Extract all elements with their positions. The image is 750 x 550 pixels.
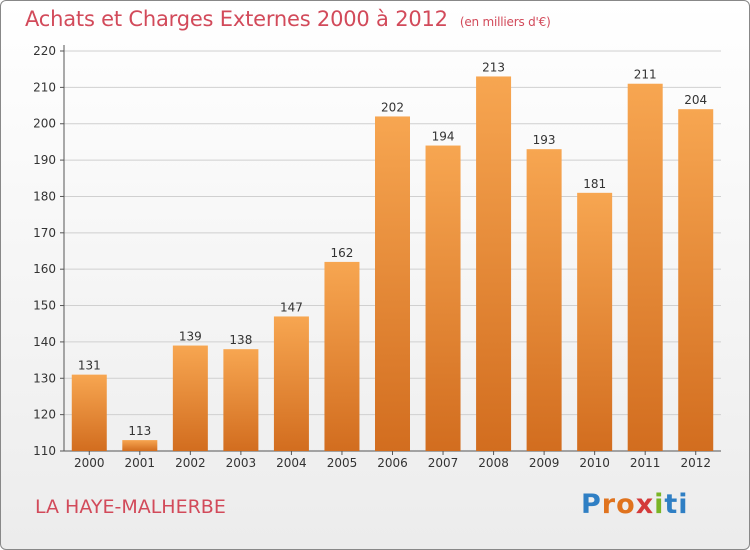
bar-value-label: 193 — [533, 133, 556, 147]
y-tick-label: 220 — [33, 44, 56, 58]
bar — [273, 316, 309, 451]
x-tick-label: 2009 — [529, 456, 560, 470]
bar — [122, 440, 158, 451]
y-tick-label: 210 — [33, 80, 56, 94]
bar — [324, 261, 360, 451]
x-tick-label: 2001 — [125, 456, 156, 470]
y-tick-label: 190 — [33, 153, 56, 167]
x-tick-label: 2000 — [74, 456, 105, 470]
y-tick-label: 150 — [33, 299, 56, 313]
y-tick-label: 140 — [33, 335, 56, 349]
logo-letter: x — [635, 489, 655, 520]
y-tick-label: 200 — [33, 117, 56, 131]
logo-letter: i — [654, 489, 665, 520]
proxiti-logo: Proxiti — [581, 489, 689, 520]
y-tick-label: 130 — [33, 371, 56, 385]
bar — [71, 374, 107, 451]
logo-letter: ti — [664, 489, 689, 520]
bar — [425, 145, 461, 451]
x-tick-label: 2010 — [579, 456, 610, 470]
bar-value-label: 204 — [684, 93, 707, 107]
bar-value-label: 194 — [432, 130, 455, 144]
x-tick-label: 2011 — [630, 456, 661, 470]
unit-label: (en milliers d'€) — [459, 15, 551, 29]
y-tick-label: 170 — [33, 226, 56, 240]
bar-value-label: 202 — [381, 100, 404, 114]
bar-value-label: 181 — [583, 177, 606, 191]
bar-value-label: 138 — [229, 333, 252, 347]
title-text: Achats et Charges Externes 2000 à 2012 — [25, 7, 448, 31]
bar-value-label: 213 — [482, 60, 505, 74]
bars — [71, 76, 714, 452]
bar — [476, 76, 512, 452]
bar — [678, 109, 714, 451]
y-tick-label: 120 — [33, 408, 56, 422]
logo-letter: o — [616, 489, 636, 520]
y-tick-label: 110 — [33, 444, 56, 458]
labels: 110 120 130 140 150 160 170 180 190 200 210 220 131 2… — [33, 44, 711, 470]
x-tick-label: 2005 — [327, 456, 358, 470]
bar-value-label: 211 — [634, 68, 657, 82]
bar — [577, 192, 613, 451]
bar-value-label: 147 — [280, 300, 303, 314]
x-tick-label: 2008 — [478, 456, 509, 470]
x-tick-label: 2003 — [226, 456, 257, 470]
bar-value-label: 113 — [128, 424, 151, 438]
chart-title: Achats et Charges Externes 2000 à 2012 (e… — [25, 7, 551, 31]
y-tick-label: 160 — [33, 262, 56, 276]
x-tick-label: 2004 — [276, 456, 307, 470]
logo-letter: r — [601, 489, 617, 520]
x-tick-label: 2006 — [377, 456, 408, 470]
bar-value-label: 131 — [78, 359, 101, 373]
x-tick-label: 2007 — [428, 456, 459, 470]
bar-value-label: 162 — [331, 246, 354, 260]
y-tick-label: 180 — [33, 189, 56, 203]
x-tick-label: 2012 — [680, 456, 711, 470]
bar-value-label: 139 — [179, 330, 202, 344]
bar — [172, 345, 208, 451]
bar — [223, 349, 259, 451]
bar — [375, 116, 410, 452]
x-tick-label: 2002 — [175, 456, 206, 470]
place-name: LA HAYE-MALHERBE — [35, 496, 226, 518]
bar — [526, 149, 562, 451]
logo-letter: P — [581, 489, 602, 520]
bar — [627, 83, 663, 452]
